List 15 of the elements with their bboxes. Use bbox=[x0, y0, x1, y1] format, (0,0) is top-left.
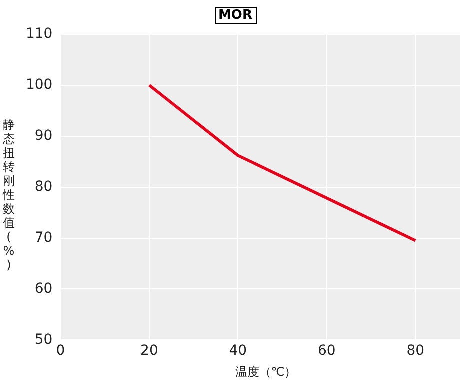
x-axis-title: 温度（℃） bbox=[234, 364, 298, 381]
x-tick-label: 0 bbox=[56, 343, 66, 360]
y-tick-label: 100 bbox=[26, 77, 53, 94]
y-tick-label: 80 bbox=[34, 178, 53, 195]
chart-title: MOR bbox=[214, 7, 256, 24]
y-tick-label: 50 bbox=[34, 332, 53, 348]
x-tick-label: 80 bbox=[406, 343, 425, 360]
y-tick-label: 90 bbox=[34, 128, 53, 144]
text: 静态扭转刚性数值(%) bbox=[3, 118, 15, 272]
x-tick-label: 60 bbox=[318, 343, 336, 360]
x-tick-label: 40 bbox=[229, 343, 248, 360]
y-tick-label: 70 bbox=[34, 230, 53, 246]
x-tick-label: 20 bbox=[140, 343, 158, 360]
y-tick-label: 60 bbox=[34, 280, 53, 297]
y-tick-label: 110 bbox=[26, 26, 53, 42]
